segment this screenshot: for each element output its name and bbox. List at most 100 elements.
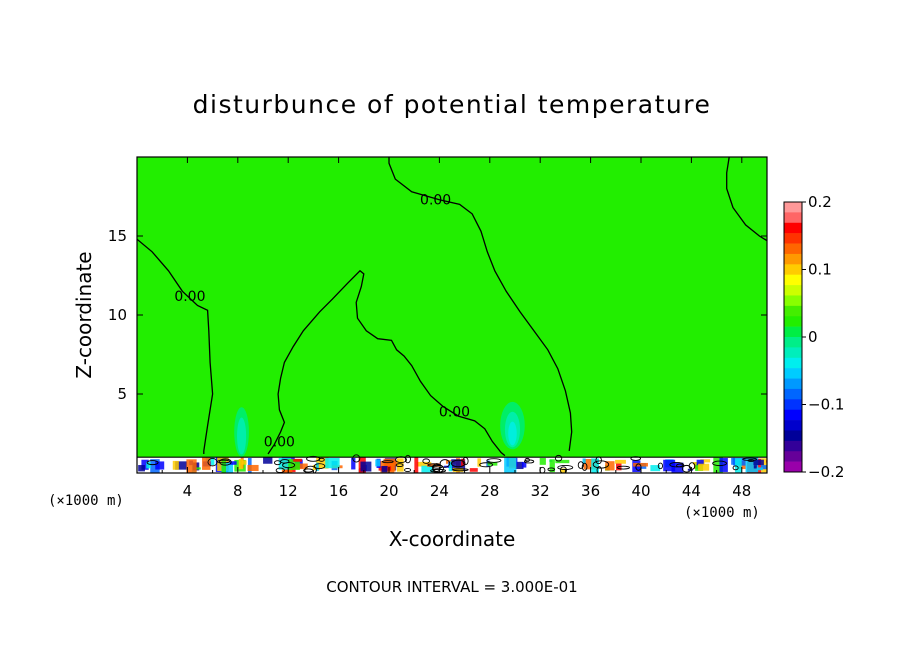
surface-cell xyxy=(421,465,434,473)
surface-cell xyxy=(263,457,273,464)
surface-cell xyxy=(351,457,356,470)
colorbar-cell xyxy=(784,451,802,462)
zero-contour-top-right xyxy=(726,157,767,242)
surface-cell xyxy=(761,465,767,470)
x-tick-label: 28 xyxy=(480,482,499,500)
surface-cell xyxy=(288,459,300,470)
x-tick-label: 32 xyxy=(531,482,550,500)
colorbar-cells xyxy=(784,202,802,473)
surface-cell xyxy=(521,462,527,468)
x-tick-label: 20 xyxy=(379,482,398,500)
surface-layer xyxy=(137,454,767,473)
surface-cell xyxy=(138,465,145,472)
surface-contour xyxy=(450,459,466,468)
surface-cell xyxy=(316,457,329,469)
surface-cell xyxy=(278,458,292,470)
surface-contour xyxy=(486,458,502,463)
surface-cell xyxy=(698,463,710,471)
surface-cell xyxy=(582,458,586,464)
surface-cell xyxy=(477,458,482,467)
x-tick-label: 4 xyxy=(183,482,193,500)
surface-contour xyxy=(596,466,602,473)
colorbar-cell xyxy=(784,430,802,442)
surface-cell xyxy=(615,459,626,464)
surface-cell xyxy=(146,461,151,469)
y-axis-ticks: 5 10 15 xyxy=(108,227,767,403)
x-tick-label: 8 xyxy=(233,482,243,500)
x-tick-label: 24 xyxy=(430,482,449,500)
colorbar-cell xyxy=(784,285,802,296)
cold-anomaly-core xyxy=(508,421,517,446)
surface-contour xyxy=(547,467,555,472)
surface-contour xyxy=(557,464,574,470)
surface-cell xyxy=(375,459,381,467)
surface-contour xyxy=(274,460,282,466)
colorbar-cell xyxy=(784,274,802,286)
x-tick-label: 12 xyxy=(279,482,298,500)
colorbar-cell xyxy=(784,420,802,431)
colorbar-cell xyxy=(784,243,802,255)
surface-contour xyxy=(712,460,727,467)
surface-contour xyxy=(404,454,411,464)
colorbar-cell xyxy=(784,368,802,379)
surface-cell xyxy=(583,458,599,470)
surface-cell xyxy=(295,463,308,470)
colorbar: 0.2 0.1 0 −0.1 −0.2 xyxy=(783,193,844,481)
surface-contour xyxy=(404,467,412,472)
colorbar-tick-label: 0.2 xyxy=(808,193,832,211)
colorbar-cell xyxy=(784,233,802,244)
contour-label: 0.00 xyxy=(174,289,205,305)
y-tick-label: 10 xyxy=(108,306,127,324)
surface-contour xyxy=(577,461,584,469)
surface-cell xyxy=(325,458,340,469)
surface-cell xyxy=(549,459,555,473)
surface-contour xyxy=(747,458,755,462)
y-tick-label: 5 xyxy=(117,385,127,403)
x-axis-ticks: 4 8 12 16 20 24 28 32 36 40 44 48 xyxy=(161,157,751,500)
surface-contour xyxy=(452,468,469,472)
colorbar-tick-label: −0.1 xyxy=(808,396,844,414)
y-tick-label: 15 xyxy=(108,227,127,245)
surface-cell xyxy=(175,461,188,470)
colorbar-cell xyxy=(784,305,802,317)
cold-anomaly-mid xyxy=(237,417,247,455)
colorbar-tick-label: −0.2 xyxy=(808,463,844,481)
surface-cell xyxy=(731,457,736,465)
colorbar-cell xyxy=(784,264,802,275)
surface-contour xyxy=(304,465,317,473)
surface-cell xyxy=(555,459,570,464)
surface-contour xyxy=(592,460,610,469)
contour-layer xyxy=(137,157,767,457)
surface-cell xyxy=(416,461,432,467)
surface-cell xyxy=(671,462,684,473)
surface-cell xyxy=(756,467,763,471)
colorbar-cell xyxy=(784,253,802,265)
x-unit-left: (×1000 m) xyxy=(48,493,124,509)
x-axis-title: X-coordinate xyxy=(389,527,516,551)
plot-area xyxy=(137,157,767,473)
x-tick-label: 36 xyxy=(581,482,600,500)
surface-cell xyxy=(650,465,661,472)
surface-cell xyxy=(202,457,211,470)
plot-background xyxy=(137,157,767,473)
colorbar-cell xyxy=(784,347,802,359)
x-tick-label: 40 xyxy=(631,482,650,500)
surface-cell xyxy=(172,460,179,470)
surface-cell xyxy=(713,457,723,473)
x-tick-label: 44 xyxy=(682,482,701,500)
surface-cell xyxy=(700,459,711,463)
colorbar-cell xyxy=(784,409,802,421)
colorbar-cell xyxy=(784,316,802,327)
surface-cell xyxy=(247,464,259,472)
colorbar-cell xyxy=(784,295,802,307)
surface-cell xyxy=(560,468,567,473)
surface-cell xyxy=(381,465,388,473)
surface-cell xyxy=(663,459,676,472)
contour-label: 0.00 xyxy=(420,193,451,209)
surface-cell xyxy=(515,461,524,470)
colorbar-cell xyxy=(784,222,802,234)
surface-cell xyxy=(452,467,464,472)
surface-contour xyxy=(554,454,563,462)
surface-contour xyxy=(688,462,696,470)
contour-label: 0.00 xyxy=(264,434,295,450)
